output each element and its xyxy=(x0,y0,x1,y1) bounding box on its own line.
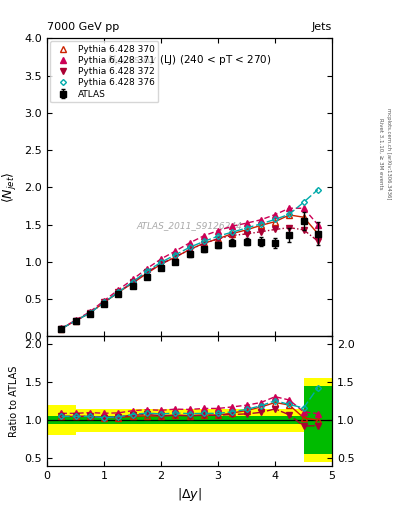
Pythia 6.428 372 xyxy=(59,326,64,332)
Bar xyxy=(47,416,289,424)
Pythia 6.428 371 xyxy=(88,309,92,315)
Pythia 6.428 371 xyxy=(145,266,149,272)
Pythia 6.428 376 xyxy=(130,279,135,285)
Pythia 6.428 371 xyxy=(230,223,235,229)
Legend: Pythia 6.428 370, Pythia 6.428 371, Pythia 6.428 372, Pythia 6.428 376, ATLAS: Pythia 6.428 370, Pythia 6.428 371, Pyth… xyxy=(50,41,158,102)
Text: Rivet 3.1.10, ≥ 3M events: Rivet 3.1.10, ≥ 3M events xyxy=(379,118,384,189)
Pythia 6.428 372 xyxy=(216,236,220,242)
X-axis label: $|\Delta y|$: $|\Delta y|$ xyxy=(177,486,202,503)
Pythia 6.428 370 xyxy=(187,246,192,252)
Pythia 6.428 376 xyxy=(202,238,206,244)
Pythia 6.428 376 xyxy=(259,221,263,227)
Bar xyxy=(289,416,303,424)
Pythia 6.428 376 xyxy=(173,252,178,258)
Pythia 6.428 371 xyxy=(173,248,178,254)
Pythia 6.428 371 xyxy=(73,317,78,323)
Pythia 6.428 370 xyxy=(202,240,206,246)
Pythia 6.428 370 xyxy=(259,222,263,228)
Pythia 6.428 371 xyxy=(259,217,263,223)
Pythia 6.428 371 xyxy=(102,297,107,304)
Pythia 6.428 376 xyxy=(187,244,192,250)
Bar xyxy=(303,378,332,462)
Pythia 6.428 370 xyxy=(59,326,64,332)
Pythia 6.428 372 xyxy=(73,317,78,324)
Y-axis label: $\langle N_{jet}\rangle$: $\langle N_{jet}\rangle$ xyxy=(1,172,19,203)
Pythia 6.428 370 xyxy=(230,230,235,237)
Y-axis label: Ratio to ATLAS: Ratio to ATLAS xyxy=(9,366,19,437)
Line: Pythia 6.428 376: Pythia 6.428 376 xyxy=(59,187,320,331)
Line: Pythia 6.428 371: Pythia 6.428 371 xyxy=(59,205,321,331)
Bar xyxy=(75,409,289,432)
Text: ATLAS_2011_S9126244: ATLAS_2011_S9126244 xyxy=(137,222,242,230)
Text: 7000 GeV pp: 7000 GeV pp xyxy=(47,22,119,32)
Pythia 6.428 370 xyxy=(273,219,277,225)
Line: Pythia 6.428 372: Pythia 6.428 372 xyxy=(59,225,321,331)
Pythia 6.428 372 xyxy=(259,229,263,235)
Bar xyxy=(303,386,332,455)
Pythia 6.428 370 xyxy=(173,254,178,260)
Pythia 6.428 371 xyxy=(216,227,220,233)
Pythia 6.428 376 xyxy=(73,317,78,324)
Pythia 6.428 376 xyxy=(102,300,107,306)
Pythia 6.428 371 xyxy=(202,233,206,239)
Text: mcplots.cern.ch [arXiv:1306.3436]: mcplots.cern.ch [arXiv:1306.3436] xyxy=(386,108,391,199)
Pythia 6.428 370 xyxy=(316,230,320,237)
Pythia 6.428 372 xyxy=(159,261,163,267)
Pythia 6.428 372 xyxy=(287,225,292,231)
Pythia 6.428 370 xyxy=(287,212,292,218)
Pythia 6.428 370 xyxy=(301,214,306,220)
Pythia 6.428 376 xyxy=(216,233,220,239)
Pythia 6.428 372 xyxy=(273,226,277,232)
Pythia 6.428 370 xyxy=(116,289,121,295)
Pythia 6.428 372 xyxy=(88,310,92,316)
Pythia 6.428 371 xyxy=(287,205,292,211)
Pythia 6.428 376 xyxy=(116,289,121,295)
Pythia 6.428 372 xyxy=(116,289,121,295)
Pythia 6.428 371 xyxy=(244,220,249,226)
Bar xyxy=(289,409,303,432)
Pythia 6.428 376 xyxy=(230,229,235,235)
Pythia 6.428 371 xyxy=(130,276,135,283)
Pythia 6.428 372 xyxy=(230,232,235,239)
Pythia 6.428 371 xyxy=(159,256,163,262)
Text: $N_\mathrm{jet}$ vs $\Delta y$ (LJ) (240 < pT < 270): $N_\mathrm{jet}$ vs $\Delta y$ (LJ) (240… xyxy=(107,53,272,68)
Pythia 6.428 376 xyxy=(316,186,320,193)
Pythia 6.428 371 xyxy=(116,287,121,293)
Pythia 6.428 371 xyxy=(273,211,277,218)
Pythia 6.428 372 xyxy=(244,231,249,237)
Pythia 6.428 376 xyxy=(159,259,163,265)
Pythia 6.428 372 xyxy=(187,246,192,252)
Pythia 6.428 372 xyxy=(130,279,135,285)
Pythia 6.428 372 xyxy=(301,227,306,233)
Pythia 6.428 376 xyxy=(287,211,292,217)
Pythia 6.428 370 xyxy=(73,317,78,324)
Pythia 6.428 372 xyxy=(316,238,320,244)
Pythia 6.428 370 xyxy=(244,227,249,233)
Pythia 6.428 376 xyxy=(301,199,306,205)
Pythia 6.428 371 xyxy=(316,222,320,228)
Line: Pythia 6.428 370: Pythia 6.428 370 xyxy=(59,212,321,331)
Pythia 6.428 376 xyxy=(244,225,249,231)
Pythia 6.428 370 xyxy=(102,300,107,306)
Bar xyxy=(47,405,75,435)
Pythia 6.428 370 xyxy=(130,280,135,286)
Pythia 6.428 372 xyxy=(173,254,178,260)
Pythia 6.428 370 xyxy=(159,261,163,267)
Pythia 6.428 376 xyxy=(273,217,277,223)
Pythia 6.428 372 xyxy=(145,269,149,275)
Text: Jets: Jets xyxy=(312,22,332,32)
Pythia 6.428 372 xyxy=(202,241,206,247)
Pythia 6.428 376 xyxy=(88,310,92,316)
Pythia 6.428 371 xyxy=(187,240,192,246)
Pythia 6.428 376 xyxy=(145,268,149,274)
Pythia 6.428 370 xyxy=(216,236,220,242)
Pythia 6.428 370 xyxy=(88,310,92,316)
Pythia 6.428 371 xyxy=(301,205,306,211)
Pythia 6.428 370 xyxy=(145,270,149,276)
Pythia 6.428 376 xyxy=(59,326,64,332)
Pythia 6.428 372 xyxy=(102,300,107,306)
Pythia 6.428 371 xyxy=(59,325,64,331)
